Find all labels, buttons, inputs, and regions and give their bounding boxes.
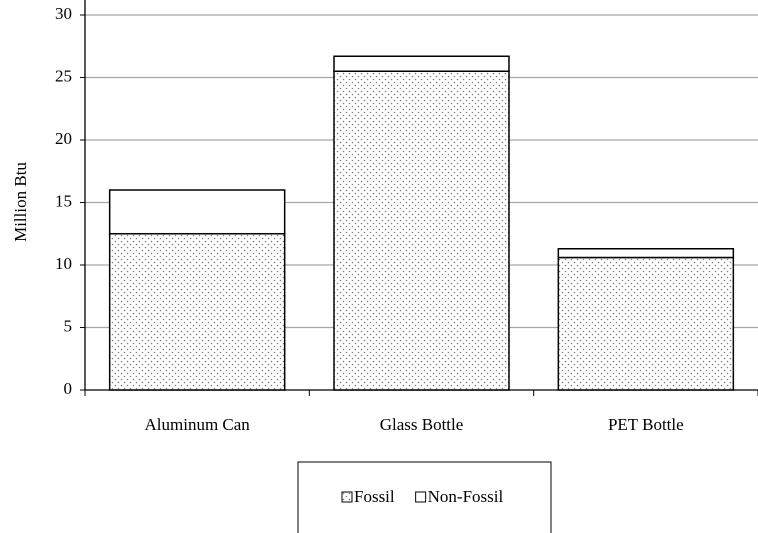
legend-swatch <box>341 491 353 503</box>
x-tick-label: PET Bottle <box>608 415 684 434</box>
y-tick-label: 15 <box>55 191 72 210</box>
y-tick-label: 25 <box>55 66 72 85</box>
bar-segment <box>333 70 510 391</box>
y-tick-label: 30 <box>55 4 72 23</box>
x-tick-label: Aluminum Can <box>145 415 251 434</box>
bar-segment <box>108 189 286 235</box>
legend-label: Non-Fossil <box>428 487 504 506</box>
bar-segment <box>557 248 735 259</box>
y-tick-label: 20 <box>55 129 72 148</box>
y-tick-label: 5 <box>64 316 73 335</box>
bar-segment <box>333 55 510 72</box>
y-axis-label: Million Btu <box>11 162 30 242</box>
y-tick-label: 10 <box>55 254 72 273</box>
legend-swatch <box>415 491 427 503</box>
bar-segment <box>557 256 735 391</box>
x-tick-label: Glass Bottle <box>380 415 464 434</box>
y-tick-label: 0 <box>64 379 73 398</box>
legend-label: Fossil <box>354 487 395 506</box>
bar-segment <box>108 233 286 391</box>
